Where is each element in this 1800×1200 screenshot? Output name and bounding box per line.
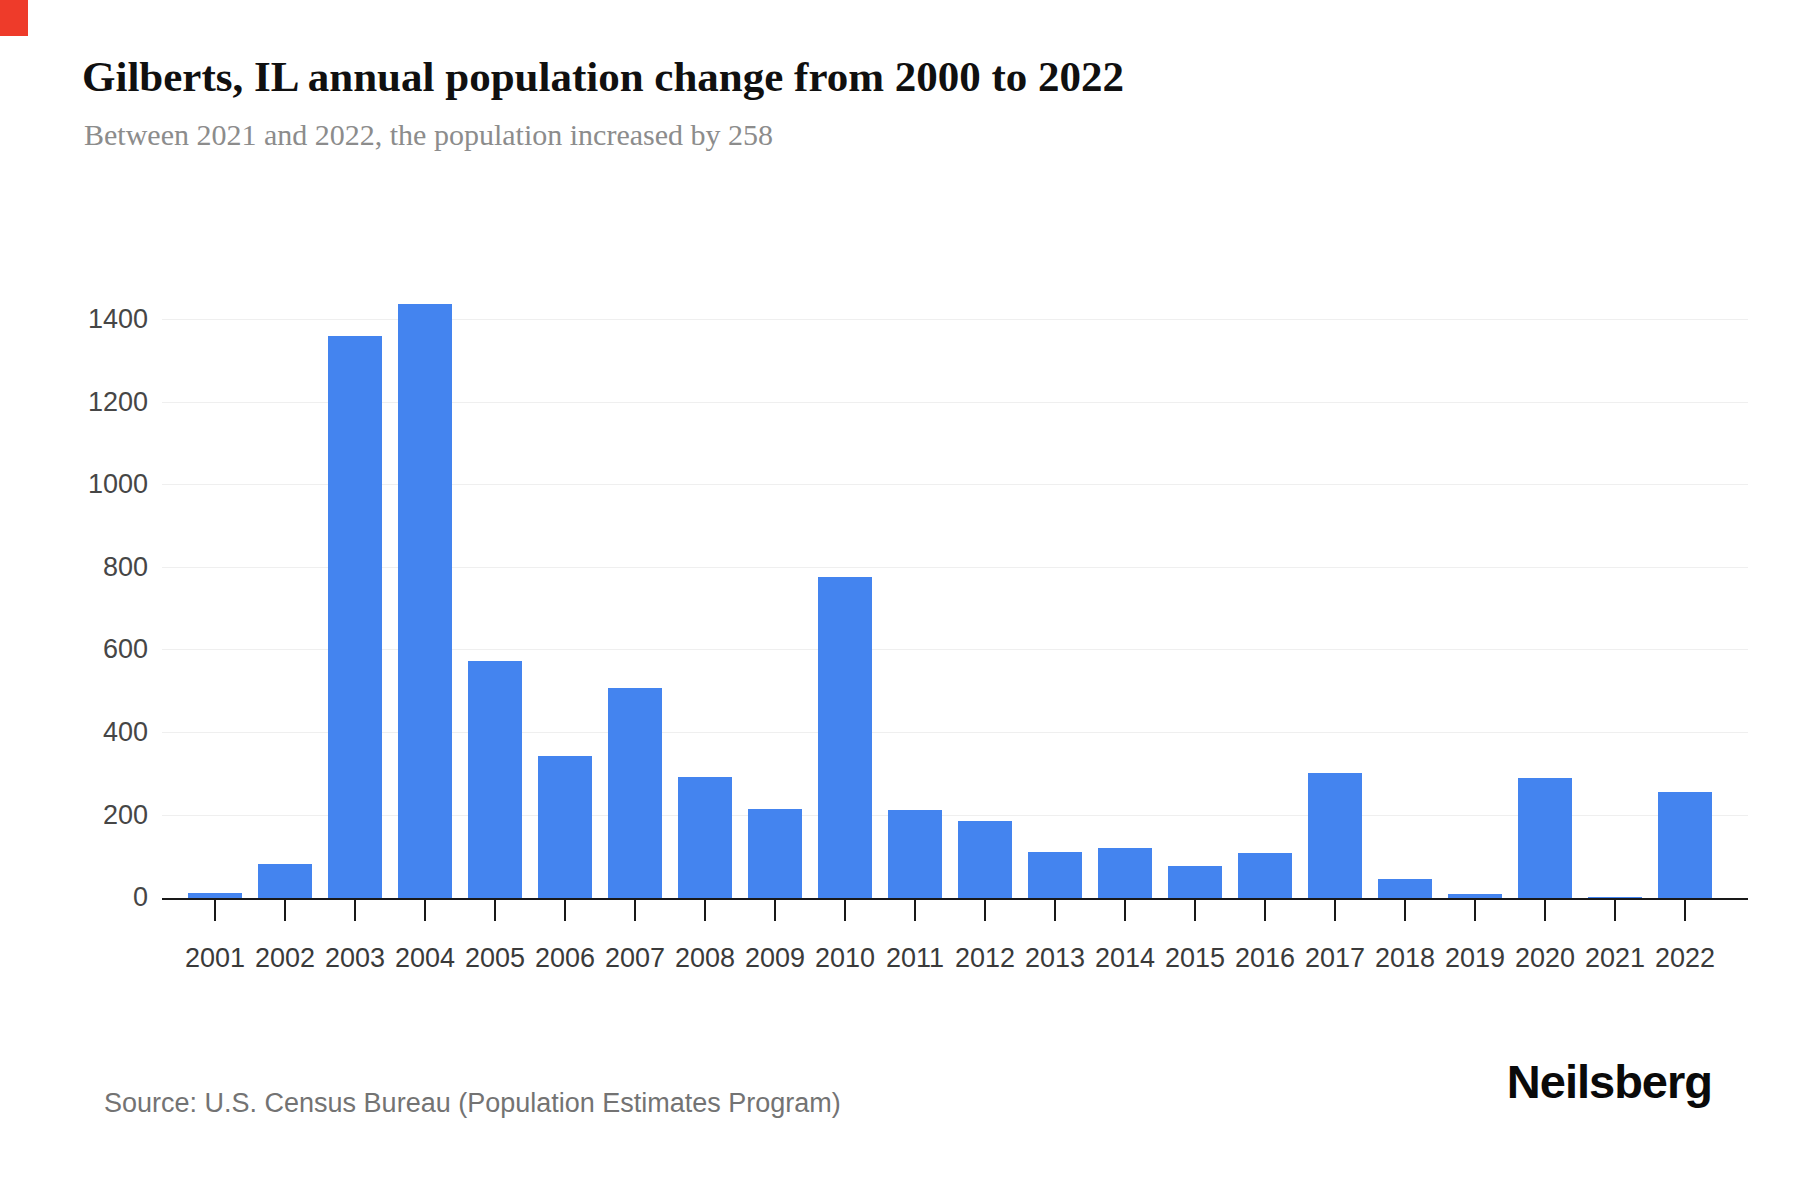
x-tick xyxy=(774,899,776,921)
x-tick xyxy=(634,899,636,921)
x-tick xyxy=(354,899,356,921)
bar[interactable] xyxy=(1588,897,1642,898)
bar[interactable] xyxy=(608,688,662,898)
x-tick xyxy=(284,899,286,921)
x-tick xyxy=(914,899,916,921)
bar[interactable] xyxy=(1098,848,1152,898)
x-tick xyxy=(844,899,846,921)
bar[interactable] xyxy=(1518,778,1572,898)
page-root: Gilberts, IL annual population change fr… xyxy=(0,0,1800,1200)
x-tick xyxy=(1614,899,1616,921)
bar[interactable] xyxy=(1378,879,1432,898)
bar[interactable] xyxy=(888,810,942,898)
y-tick-label: 1400 xyxy=(30,304,148,335)
x-tick xyxy=(214,899,216,921)
y-tick-label: 1200 xyxy=(30,387,148,418)
bar[interactable] xyxy=(748,809,802,898)
x-tick xyxy=(494,899,496,921)
bar[interactable] xyxy=(328,336,382,898)
x-tick xyxy=(1334,899,1336,921)
bar[interactable] xyxy=(1238,853,1292,898)
x-tick xyxy=(564,899,566,921)
bar[interactable] xyxy=(958,821,1012,898)
x-tick xyxy=(1474,899,1476,921)
x-tick xyxy=(1404,899,1406,921)
y-tick-label: 1000 xyxy=(30,469,148,500)
x-tick-label: 2022 xyxy=(1642,943,1728,974)
bar[interactable] xyxy=(188,893,242,898)
brand-logo: Neilsberg xyxy=(1507,1054,1712,1109)
y-tick-label: 600 xyxy=(30,634,148,665)
x-tick xyxy=(1264,899,1266,921)
source-note: Source: U.S. Census Bureau (Population E… xyxy=(104,1088,841,1119)
x-tick xyxy=(704,899,706,921)
bar[interactable] xyxy=(678,777,732,898)
x-tick xyxy=(1194,899,1196,921)
bar[interactable] xyxy=(1658,792,1712,898)
y-tick-label: 0 xyxy=(30,882,148,913)
bar[interactable] xyxy=(468,661,522,898)
x-tick xyxy=(1544,899,1546,921)
plot-area: 2001200220032004200520062007200820092010… xyxy=(162,279,1748,900)
x-tick xyxy=(1684,899,1686,921)
bar[interactable] xyxy=(258,864,312,898)
x-tick xyxy=(1054,899,1056,921)
bar[interactable] xyxy=(1028,852,1082,898)
bar[interactable] xyxy=(1308,773,1362,898)
y-tick-label: 800 xyxy=(30,552,148,583)
bar[interactable] xyxy=(1448,894,1502,898)
bar[interactable] xyxy=(818,577,872,898)
x-tick xyxy=(984,899,986,921)
bar[interactable] xyxy=(398,304,452,898)
bar[interactable] xyxy=(538,756,592,898)
bar-chart: 2001200220032004200520062007200820092010… xyxy=(0,0,1800,1000)
bar[interactable] xyxy=(1168,866,1222,898)
x-tick xyxy=(1124,899,1126,921)
x-tick xyxy=(424,899,426,921)
y-tick-label: 200 xyxy=(30,800,148,831)
y-tick-label: 400 xyxy=(30,717,148,748)
